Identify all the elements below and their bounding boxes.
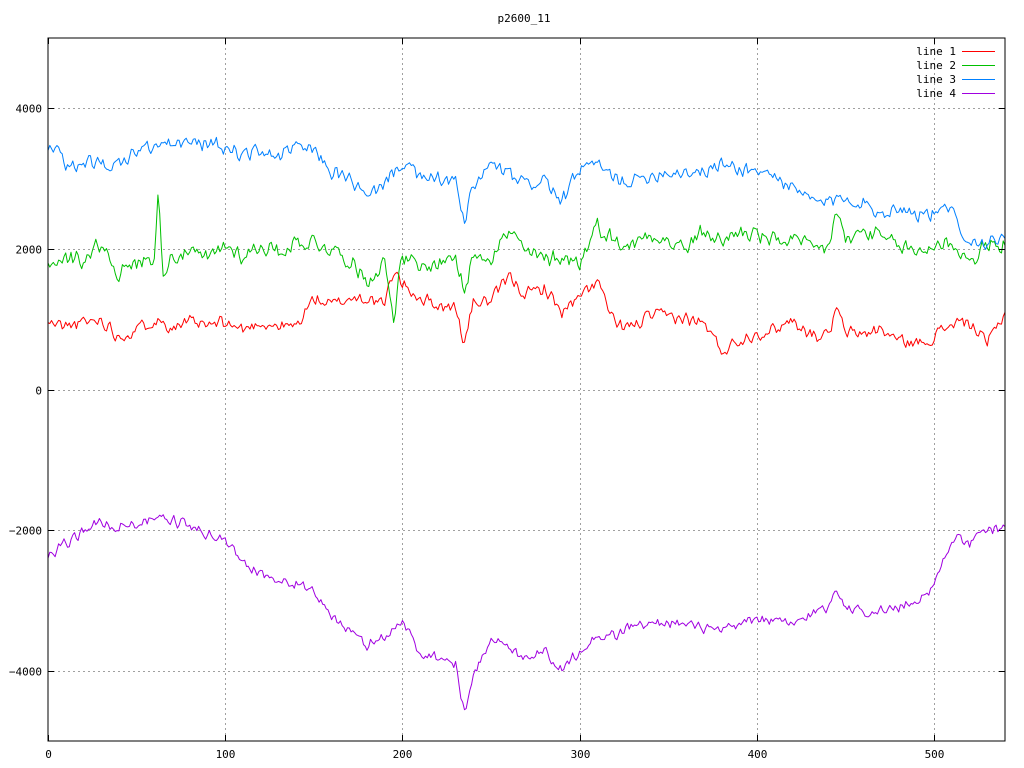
- x-tick-label: 500: [925, 748, 945, 761]
- grid-lines: [48, 38, 1005, 741]
- x-tick-label: 100: [216, 748, 236, 761]
- series-line-3: [47, 136, 1006, 250]
- legend-label: line 2: [916, 59, 956, 72]
- y-tick-label: −2000: [9, 525, 42, 538]
- x-tick-label: 300: [571, 748, 591, 761]
- plot-area-border: [47, 37, 1006, 742]
- series-line-1: [47, 271, 1006, 355]
- y-tick-label: 0: [35, 385, 42, 398]
- series-line-2: [47, 194, 1006, 323]
- data-series: [47, 136, 1006, 711]
- y-tick-label: −4000: [9, 666, 42, 679]
- x-tick-label: 200: [393, 748, 413, 761]
- legend-label: line 4: [916, 87, 956, 100]
- x-tick-label: 0: [45, 748, 52, 761]
- series-line-4: [47, 514, 1006, 711]
- chart-title: p2600_11: [498, 12, 551, 25]
- legend-label: line 1: [916, 45, 956, 58]
- x-tick-label: 400: [748, 748, 768, 761]
- y-tick-label: 2000: [16, 244, 43, 257]
- legend-label: line 3: [916, 73, 956, 86]
- y-tick-label: 4000: [16, 103, 43, 116]
- axis-ticks: 0 100 200 300 400 500 −4000 −2000 0 2000 4000: [9, 38, 1005, 761]
